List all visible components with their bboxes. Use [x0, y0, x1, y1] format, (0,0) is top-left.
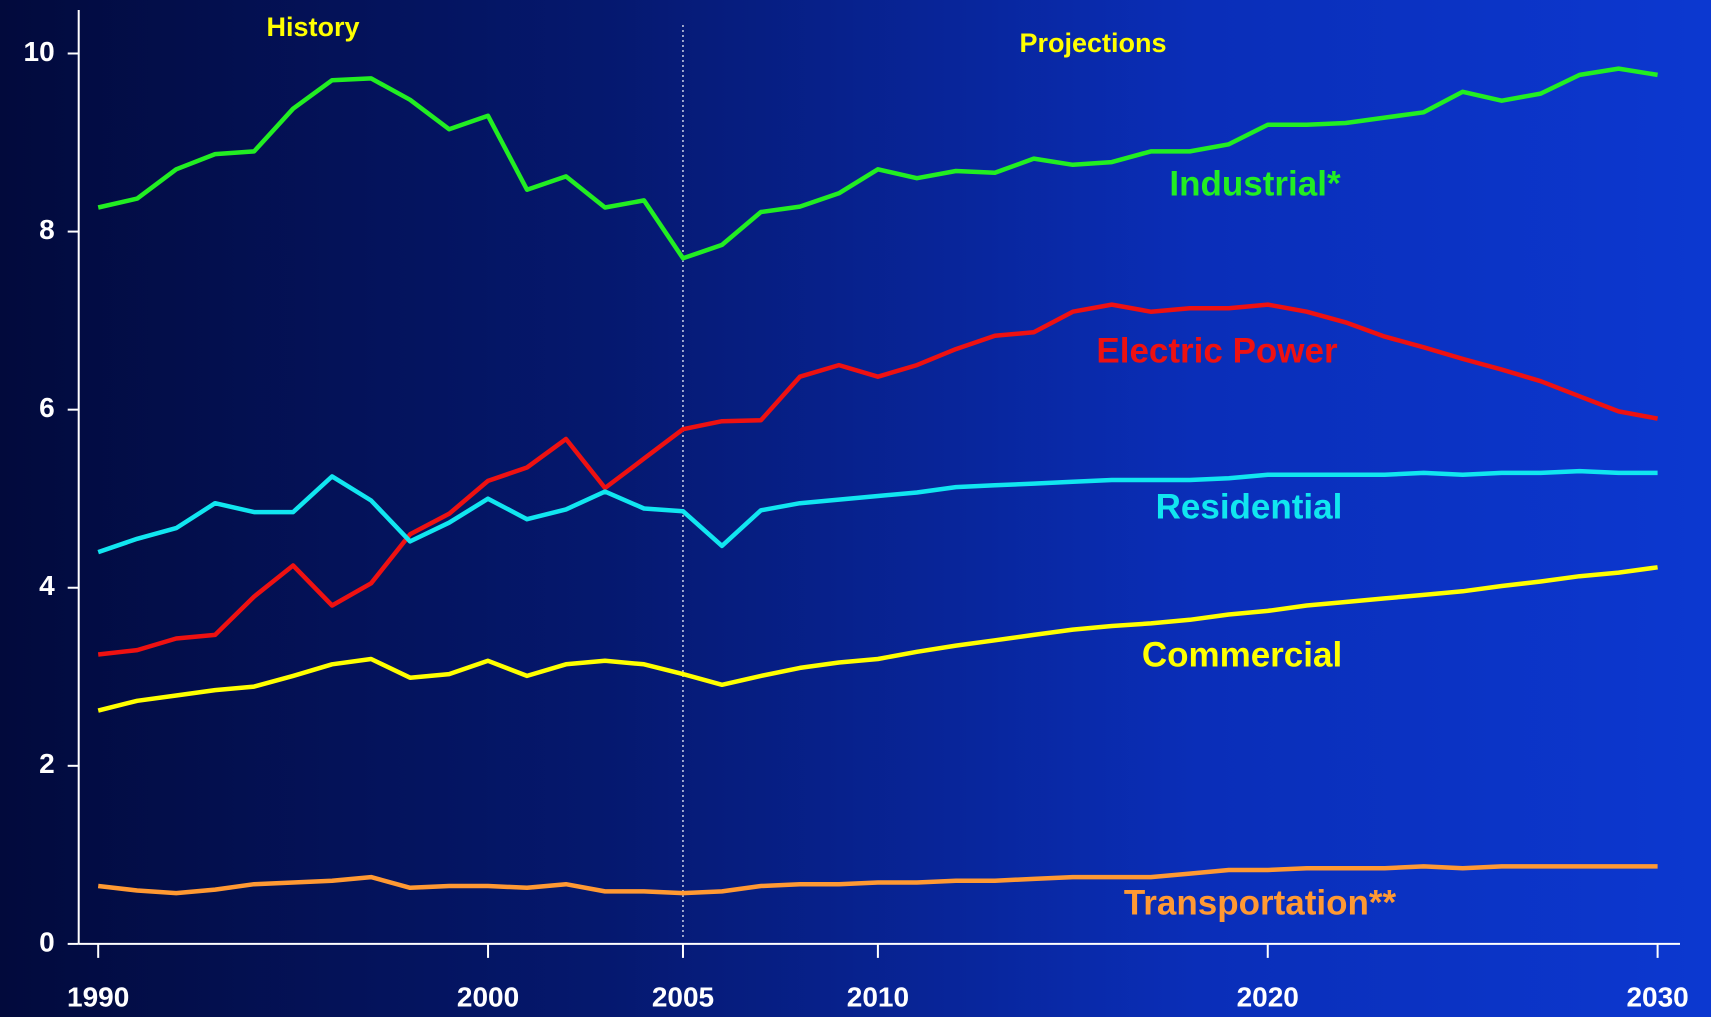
y-tick-label: 0 — [39, 926, 55, 957]
series-line — [97, 565, 1658, 713]
x-tick-label: 2030 — [1626, 981, 1688, 1012]
y-tick-label: 6 — [39, 392, 55, 423]
x-tick-label: 2020 — [1237, 981, 1299, 1012]
series-line — [97, 66, 1658, 261]
y-tick-label: 4 — [39, 570, 55, 601]
x-tick-label: 2010 — [847, 981, 909, 1012]
y-tick-label: 2 — [39, 748, 55, 779]
y-tick-label: 8 — [39, 214, 55, 245]
series-label: Transportation** — [1124, 883, 1397, 922]
x-tick-label: 2005 — [652, 981, 714, 1012]
series-line — [97, 468, 1658, 555]
x-tick-label: 2000 — [457, 981, 519, 1012]
y-tick-label: 10 — [24, 36, 55, 67]
series-label: Industrial* — [1169, 164, 1341, 203]
annotation: History — [266, 12, 359, 42]
series-label: Electric Power — [1096, 331, 1338, 370]
annotation: Projections — [1019, 28, 1166, 58]
series-label: Residential — [1156, 487, 1343, 526]
x-tick-label: 1990 — [67, 981, 129, 1012]
series-label: Commercial — [1142, 635, 1342, 674]
series-line — [97, 302, 1659, 657]
series-line — [97, 864, 1658, 896]
